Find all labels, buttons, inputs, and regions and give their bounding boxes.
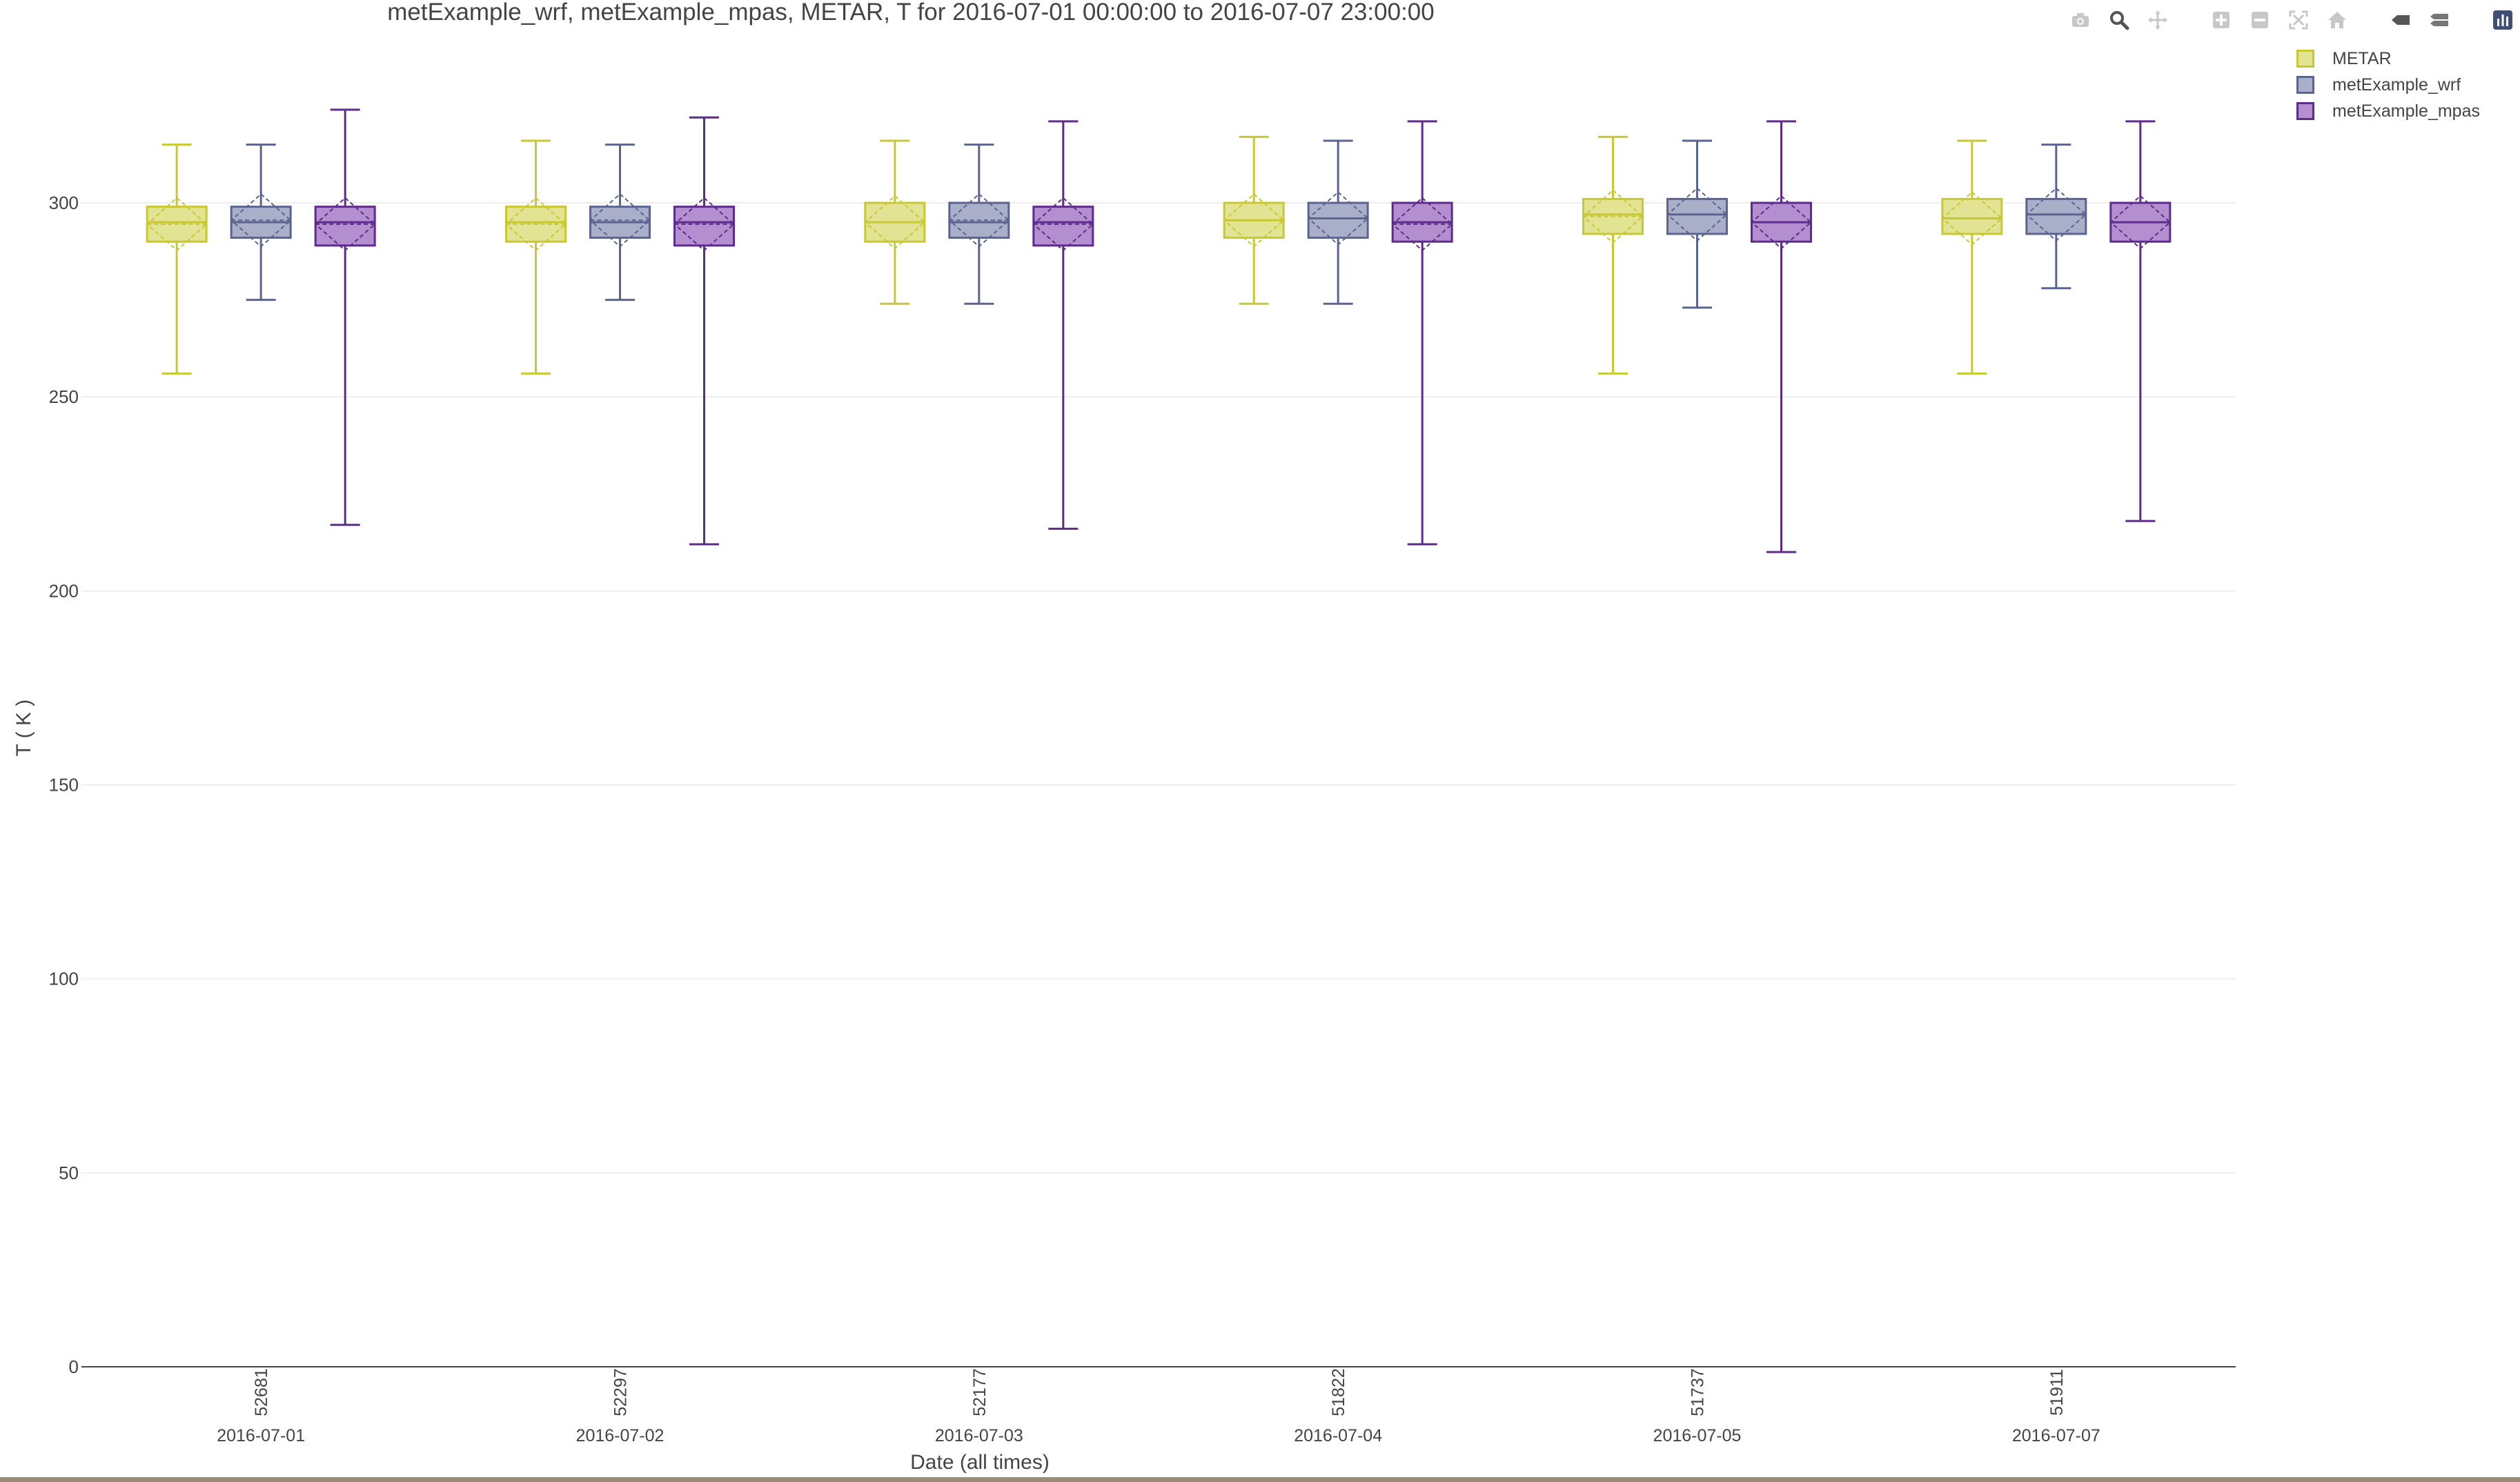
box-METAR [504, 139, 567, 375]
x-tick-count: 52177 [970, 1368, 990, 1416]
legend-swatch-wrf [2296, 76, 2314, 94]
x-axis-title: Date (all times) [910, 1451, 1050, 1474]
y-tick-label: 0 [69, 1356, 79, 1377]
box-metExample_mpas [1750, 120, 1813, 553]
box-METAR [1223, 135, 1285, 305]
box-metExample_wrf [1666, 139, 1729, 309]
pan-icon[interactable] [2146, 8, 2169, 32]
y-tick-label: 150 [49, 775, 79, 796]
mean-diamond [1941, 191, 2003, 246]
box-series-group [146, 108, 2172, 553]
mean-diamond [1582, 189, 1644, 244]
legend-label: METAR [2332, 48, 2392, 68]
x-tick-date: 2016-07-03 [935, 1426, 1023, 1445]
box-METAR [146, 144, 208, 375]
zoom-icon[interactable] [2107, 8, 2131, 32]
y-tick-label: 250 [49, 386, 79, 407]
zoom-in-icon[interactable] [2209, 8, 2233, 32]
autoscale-icon[interactable] [2287, 8, 2310, 32]
y-axis-title: T ( K ) [12, 699, 35, 757]
box-metExample_mpas [2109, 120, 2172, 522]
box-METAR [1582, 135, 1644, 375]
x-tick-date: 2016-07-02 [576, 1426, 665, 1445]
chart-title: metExample_wrf, metExample_mpas, METAR, … [387, 0, 1435, 26]
iqr-box [1307, 201, 1369, 239]
x-tick-count: 51737 [1689, 1368, 1708, 1416]
mean-diamond [230, 192, 292, 248]
x-tick-date: 2016-07-04 [1294, 1426, 1382, 1445]
box-metExample_wrf [230, 144, 292, 302]
legend-item-wrf[interactable]: metExample_wrf [2296, 72, 2480, 98]
legend-swatch-mpas [2296, 102, 2314, 120]
x-tick-count: 52297 [611, 1368, 631, 1416]
x-tick-count: 51822 [1329, 1368, 1348, 1416]
mean-diamond [673, 197, 736, 252]
iqr-box [1941, 197, 2003, 235]
mean-diamond [146, 197, 208, 252]
iqr-box [2025, 197, 2087, 235]
mean-diamond [864, 195, 926, 250]
modebar-toolbar [2069, 8, 2514, 32]
legend-label: metExample_wrf [2332, 75, 2461, 95]
camera-icon[interactable] [2069, 8, 2092, 32]
x-tick-date: 2016-07-05 [1653, 1426, 1742, 1445]
box-metExample_wrf [589, 144, 651, 302]
mean-diamond [1223, 192, 1285, 248]
legend-item-mpas[interactable]: metExample_mpas [2296, 98, 2480, 124]
y-tick-label: 300 [49, 192, 79, 213]
home-icon[interactable] [2325, 8, 2349, 32]
x-tick-date: 2016-07-01 [217, 1426, 305, 1445]
box-metExample_wrf [948, 144, 1010, 305]
box-metExample_mpas [314, 108, 376, 526]
window-bottom-edge [0, 1477, 2520, 1482]
box-metExample_wrf [2025, 144, 2087, 290]
x-tick-count: 52681 [252, 1368, 271, 1416]
x-tick-count: 51911 [2047, 1369, 2067, 1416]
iqr-box [1032, 206, 1094, 247]
iqr-box [1666, 197, 1728, 235]
box-metExample_mpas [1391, 120, 1453, 546]
mean-diamond [948, 192, 1010, 248]
y-tick-label: 100 [49, 969, 79, 989]
x-tick-date: 2016-07-07 [2012, 1426, 2100, 1445]
box-metExample_wrf [1307, 139, 1369, 305]
mean-diamond [1666, 187, 1729, 242]
y-tick-label: 200 [49, 580, 79, 601]
legend-label: metExample_mpas [2332, 101, 2480, 121]
box-metExample_mpas [673, 116, 736, 546]
mean-diamond [1391, 197, 1453, 252]
hover-compare-icon[interactable] [2428, 8, 2451, 32]
mean-diamond [2109, 195, 2172, 250]
iqr-box [673, 206, 735, 247]
mean-diamond [314, 197, 376, 252]
mean-diamond [1750, 195, 1813, 250]
box-METAR [864, 139, 926, 305]
mean-diamond [504, 197, 567, 252]
mean-diamond [589, 192, 651, 248]
legend-swatch-metar [2296, 50, 2314, 68]
box-METAR [1941, 139, 2003, 375]
chart-legend: METAR metExample_wrf metExample_mpas [2296, 46, 2480, 124]
plotly-logo-icon[interactable] [2491, 8, 2514, 32]
y-tick-labels: 0 50 100 150 200 250 300 [49, 192, 79, 1377]
y-tick-label: 50 [59, 1163, 79, 1183]
legend-item-metar[interactable]: METAR [2296, 46, 2480, 72]
mean-diamond [1032, 197, 1094, 252]
box-metExample_mpas [1032, 120, 1094, 530]
y-gridlines [81, 202, 2236, 1174]
x-tick-labels: 52681 2016-07-01 52297 2016-07-02 52177 2016-… [217, 1368, 2100, 1445]
zoom-out-icon[interactable] [2248, 8, 2272, 32]
mean-diamond [1307, 191, 1369, 246]
iqr-box [314, 206, 376, 247]
mean-diamond [2025, 187, 2087, 242]
hover-closest-icon[interactable] [2389, 8, 2412, 32]
